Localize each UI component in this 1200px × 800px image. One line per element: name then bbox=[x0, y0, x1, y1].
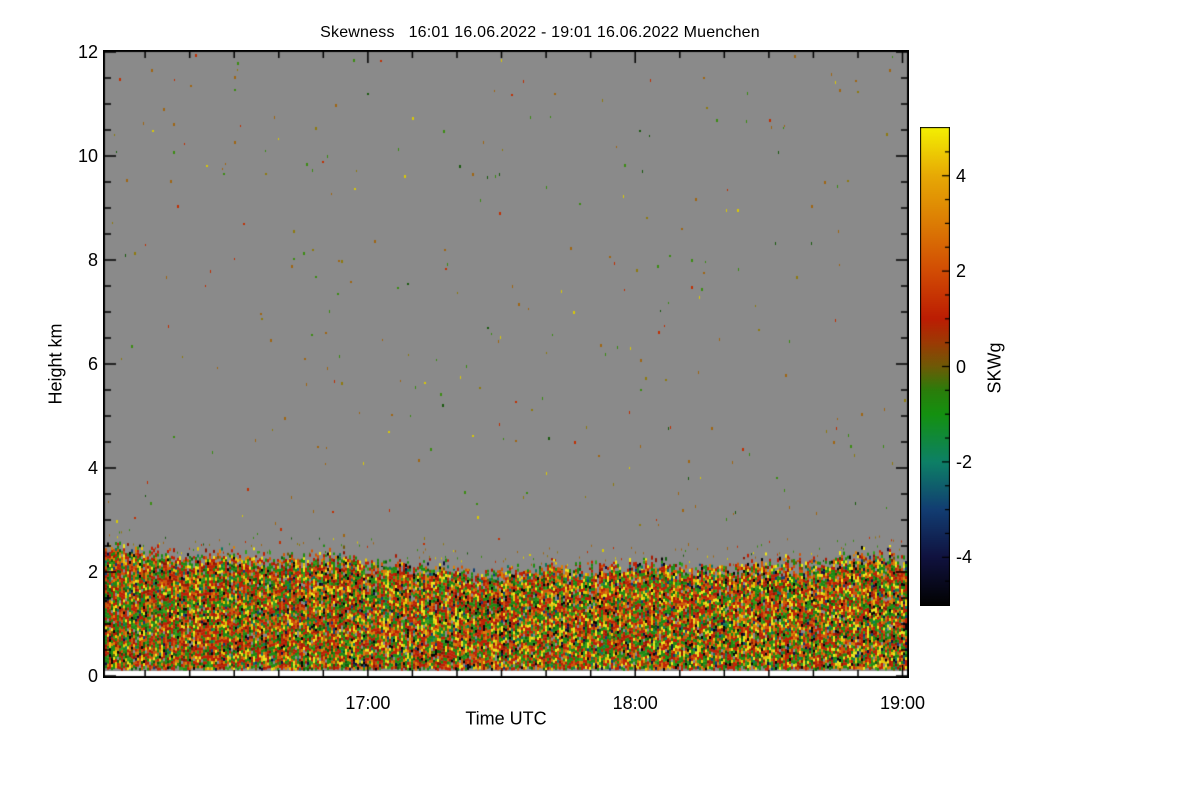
y-tick-label-0: 0 bbox=[87, 666, 98, 686]
y-tick-label-2: 2 bbox=[87, 562, 98, 582]
skwg-colorbar bbox=[920, 127, 950, 606]
x-tick-label-18:00: 18:00 bbox=[612, 693, 658, 713]
colorbar-tick-label-4: 4 bbox=[956, 165, 967, 186]
skewness-heatmap-plot bbox=[103, 50, 909, 678]
y-tick-label-12: 12 bbox=[77, 42, 98, 62]
x-tick-label-17:00: 17:00 bbox=[345, 693, 391, 713]
x-axis-title: Time UTC bbox=[465, 708, 547, 729]
y-tick-label-6: 6 bbox=[87, 354, 98, 374]
chart-title: Skewness 16:01 16.06.2022 - 19:01 16.06.… bbox=[320, 24, 760, 41]
colorbar-tick-label-2: 2 bbox=[956, 261, 967, 282]
x-tick-label-19:00: 19:00 bbox=[879, 693, 926, 713]
colorbar-tick-label-0: 0 bbox=[956, 356, 967, 377]
y-tick-label-8: 8 bbox=[87, 250, 98, 270]
y-tick-label-4: 4 bbox=[87, 458, 98, 478]
colorbar-tick-label--2: -2 bbox=[956, 451, 973, 472]
colorbar-tick-label--4: -4 bbox=[956, 547, 973, 568]
y-tick-label-10: 10 bbox=[77, 146, 98, 166]
